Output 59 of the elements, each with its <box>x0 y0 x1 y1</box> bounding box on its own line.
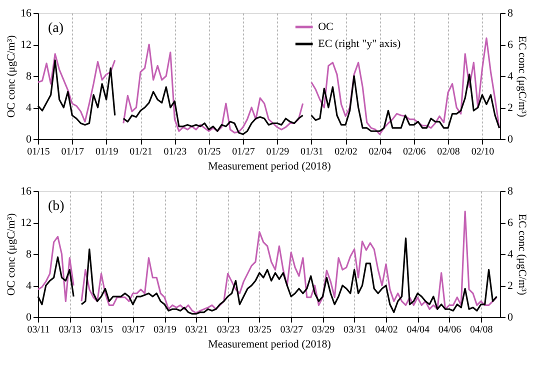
x-tick-label: 02/10 <box>471 146 494 158</box>
x-tick-label: 01/27 <box>232 146 255 158</box>
y2-tick-label: 2 <box>508 102 513 114</box>
x-tick-label: 03/21 <box>185 324 208 336</box>
x-tick-label: 03/23 <box>216 324 240 336</box>
y-tick-label: 12 <box>20 217 32 229</box>
y2-tick-label: 6 <box>508 39 514 51</box>
y-tick-label: 4 <box>26 280 32 292</box>
y2-tick-label: 8 <box>508 8 514 20</box>
text: (a) <box>48 21 64 36</box>
y-tick-label: 12 <box>20 39 32 51</box>
x-tick-label: 03/29 <box>312 324 335 336</box>
x-tick-label: 02/02 <box>334 146 358 158</box>
x-tick-label: 01/15 <box>27 146 50 158</box>
y2-axis-title: EC conc (μgC/m³) <box>516 36 528 118</box>
y-tick-label: 16 <box>20 8 32 20</box>
x-tick-label: 01/29 <box>266 146 290 158</box>
x-tick-label: 04/02 <box>375 324 398 336</box>
legend-label: EC (right "y" axis) <box>318 38 402 50</box>
x-tick-label: 03/31 <box>343 324 366 336</box>
y2-tick-label: 6 <box>508 217 514 229</box>
y2-tick-label: 2 <box>508 280 513 292</box>
x-tick-label: 02/08 <box>437 146 460 158</box>
x-axis-title: Measurement period (2018) <box>208 338 332 350</box>
y2-tick-label: 4 <box>508 70 514 82</box>
x-tick-label: 04/06 <box>438 324 462 336</box>
y-tick-label: 4 <box>26 102 32 114</box>
y2-tick-label: 0 <box>508 312 514 324</box>
legend-label: OC <box>318 21 334 33</box>
y2-axis-title: EC conc (μgC/m³) <box>516 214 528 296</box>
x-tick-label: 01/31 <box>300 146 324 158</box>
x-tick-label: 03/27 <box>280 324 303 336</box>
y-tick-label: 0 <box>26 312 32 324</box>
x-tick-label: 04/08 <box>470 324 493 336</box>
y-axis-title: OC conc (μgC/m³) <box>6 212 18 296</box>
x-tick-label: 01/17 <box>61 146 84 158</box>
y-tick-label: 8 <box>26 248 32 260</box>
text: (b) <box>48 199 65 214</box>
y2-tick-label: 4 <box>508 248 514 260</box>
x-tick-label: 01/23 <box>164 146 187 158</box>
y-tick-label: 8 <box>26 70 32 82</box>
x-tick-label: 02/04 <box>368 146 392 158</box>
y2-tick-label: 0 <box>508 134 514 146</box>
x-tick-label: 01/19 <box>95 146 118 158</box>
x-tick-label: 03/13 <box>58 324 82 336</box>
x-tick-label: 02/06 <box>402 146 426 158</box>
x-tick-label: 03/19 <box>154 324 176 336</box>
x-tick-label: 03/25 <box>248 324 272 336</box>
x-tick-label: 01/21 <box>130 146 152 158</box>
x-axis-title: Measurement period (2018) <box>208 160 332 172</box>
x-tick-label: 04/04 <box>406 324 430 336</box>
y-tick-label: 16 <box>20 186 32 198</box>
y-tick-label: 0 <box>26 134 32 146</box>
x-tick-label: 03/15 <box>90 324 114 336</box>
y-axis-title: OC conc (μgC/m³) <box>6 34 18 118</box>
x-tick-label: 01/25 <box>198 146 221 158</box>
x-tick-label: 03/17 <box>122 324 145 336</box>
y2-tick-label: 8 <box>508 186 514 198</box>
x-tick-label: 03/11 <box>27 324 50 336</box>
